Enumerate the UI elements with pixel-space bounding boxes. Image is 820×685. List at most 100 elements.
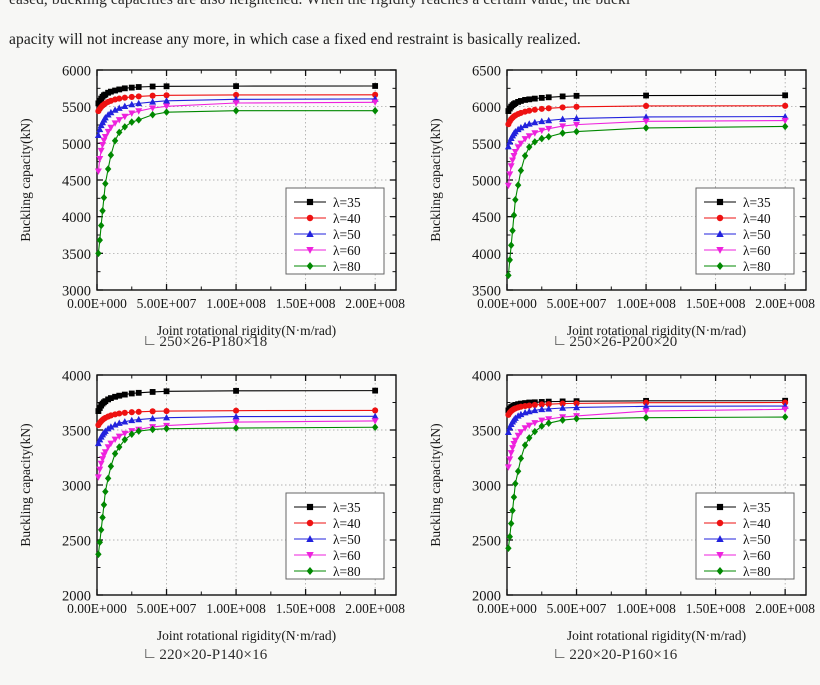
figure-caption-a: ∟ 250×26-P180×18 [0, 333, 410, 351]
data-point-marker [163, 424, 170, 433]
data-point-marker [149, 92, 156, 99]
figure-panel-b: 3500 4000 4500 5000 5500 6000 6500 0.00E+000 5.0… [410, 58, 820, 371]
chart-panel-a: 3000 3500 4000 4500 5000 5500 6000 0.00E+000 5.0… [0, 58, 410, 340]
data-point-marker [112, 393, 118, 400]
data-point-marker [306, 503, 314, 511]
data-point-marker [506, 256, 513, 264]
data-point-marker [573, 403, 581, 411]
data-point-marker [643, 102, 650, 109]
data-point-marker [306, 566, 314, 576]
data-point-marker [128, 390, 135, 397]
data-point-marker [233, 407, 240, 414]
data-point-marker [107, 151, 115, 159]
data-point-marker [511, 437, 519, 445]
x-tick-label: 2.00E+008 [345, 601, 405, 616]
x-tick-label: 2.00E+008 [755, 296, 815, 311]
data-point-marker [306, 214, 314, 222]
y-tick-label: 3500 [472, 424, 501, 440]
data-point-marker [116, 128, 123, 137]
data-point-marker [517, 454, 525, 463]
data-point-marker [96, 125, 104, 133]
data-point-marker [163, 408, 170, 415]
data-point-marker [163, 103, 171, 110]
data-point-marker [111, 106, 119, 113]
data-point-marker [128, 93, 135, 100]
data-point-marker [643, 399, 650, 406]
data-point-marker [306, 519, 314, 527]
data-point-marker [509, 226, 516, 235]
data-point-marker [504, 428, 512, 435]
data-point-marker [116, 410, 123, 417]
y-tick-label: 5000 [472, 174, 501, 190]
data-point-marker [97, 147, 105, 155]
chart-legend: λ=35λ=40λ=50λ=60λ=80 [695, 187, 795, 275]
y-tick-label: 6000 [62, 64, 91, 80]
chart-panel-b: 3500 4000 4500 5000 5500 6000 6500 0.00E+000 5.0… [410, 58, 820, 340]
legend-label: λ=35 [333, 195, 361, 210]
data-point-marker [371, 106, 379, 115]
data-point-marker [782, 102, 789, 109]
legend-label: λ=80 [743, 564, 771, 579]
legend-label: λ=40 [743, 211, 771, 226]
data-point-marker [517, 429, 525, 436]
data-point-marker [559, 104, 566, 111]
data-point-marker [781, 112, 789, 120]
data-point-marker [716, 214, 724, 222]
data-point-marker [504, 464, 512, 471]
data-point-marker [526, 399, 533, 406]
data-point-marker [104, 474, 112, 483]
data-point-marker [517, 140, 525, 147]
data-point-marker [716, 198, 724, 206]
data-point-marker [531, 106, 538, 113]
data-point-marker [128, 84, 135, 91]
data-point-marker [371, 418, 379, 425]
data-point-marker [149, 105, 157, 112]
x-tick-label: 5.00E+007 [137, 601, 197, 616]
y-tick-label: 4500 [472, 210, 501, 226]
data-point-marker [107, 462, 115, 471]
legend-label: λ=80 [743, 259, 771, 274]
data-point-marker [163, 83, 170, 90]
data-point-marker [545, 125, 553, 133]
data-point-marker [559, 416, 566, 424]
data-point-marker [115, 117, 123, 124]
legend-label: λ=50 [333, 227, 361, 242]
data-point-marker [95, 408, 102, 414]
data-point-marker [573, 103, 580, 110]
data-point-marker [506, 532, 513, 541]
data-point-marker [525, 133, 533, 140]
data-point-marker [94, 474, 102, 481]
data-point-marker [135, 427, 142, 435]
y-tick-label: 3000 [62, 284, 91, 300]
data-point-marker [538, 401, 545, 408]
data-point-marker [507, 450, 515, 457]
data-point-marker [526, 107, 533, 114]
x-tick-label: 5.00E+007 [547, 601, 607, 616]
data-point-marker [116, 86, 123, 93]
angle-section-icon: ∟ [552, 646, 568, 662]
data-point-marker [96, 466, 104, 474]
data-point-marker [525, 120, 533, 127]
x-tick-label: 5.00E+007 [137, 296, 197, 311]
data-point-marker [531, 406, 539, 414]
data-point-marker [233, 83, 239, 90]
data-point-marker [716, 261, 724, 271]
data-point-marker [128, 430, 135, 438]
data-point-marker [371, 99, 379, 106]
data-point-marker [149, 425, 156, 434]
data-point-marker [107, 108, 115, 116]
data-point-marker [96, 155, 104, 163]
data-point-marker [135, 389, 142, 396]
x-tick-label: 1.50E+008 [276, 601, 336, 616]
data-point-marker [149, 98, 157, 105]
data-point-marker [518, 400, 524, 407]
x-axis-label: Joint rotational rigidity(N·m/rad) [157, 323, 336, 338]
data-point-marker [102, 179, 109, 188]
data-point-marker [531, 401, 538, 408]
y-tick-label: 5000 [62, 137, 91, 153]
data-point-marker [306, 230, 314, 237]
data-point-marker [531, 130, 539, 137]
data-point-marker [538, 117, 546, 125]
data-point-marker [232, 106, 240, 115]
figure-caption-d: ∟ 220×20-P160×16 [410, 646, 820, 664]
